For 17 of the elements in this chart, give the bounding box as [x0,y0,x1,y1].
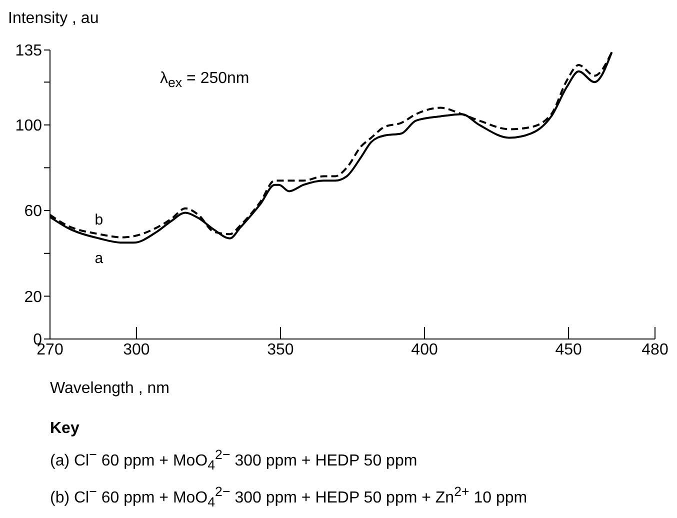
y-axis-title: Intensity , au [8,10,99,28]
x-tick-label: 400 [411,341,438,358]
annotation: λ$_{ex}$ = 250nm [160,70,250,90]
x-tick-label: 450 [555,341,582,358]
x-tick-label: 480 [642,341,668,358]
text: (a) Cl$^{−}$ 60 ppm + MoO$_{4}$$^{2−}$ 300 ppm + HEDP 50 ppm [50,446,418,475]
text: (b) Cl$^{−}$ 60 ppm + MoO$_{4}$$^{2−}$ 300 ppm + HEDP 50 ppm + Zn$^{2+}$ 10 ppm [50,482,528,512]
x-tick-label: 350 [267,341,294,358]
x-axis-title: Wavelength , nm [49,380,170,398]
text: Key [50,419,80,439]
series-label: b [94,212,104,229]
y-tick-label: 100 [15,118,42,135]
series-label: a [94,250,104,267]
x-tick-label: 300 [123,341,150,358]
y-tick-label: 60 [24,203,42,220]
y-tick-label: 20 [24,288,42,306]
y-tick-label: 135 [15,42,42,60]
